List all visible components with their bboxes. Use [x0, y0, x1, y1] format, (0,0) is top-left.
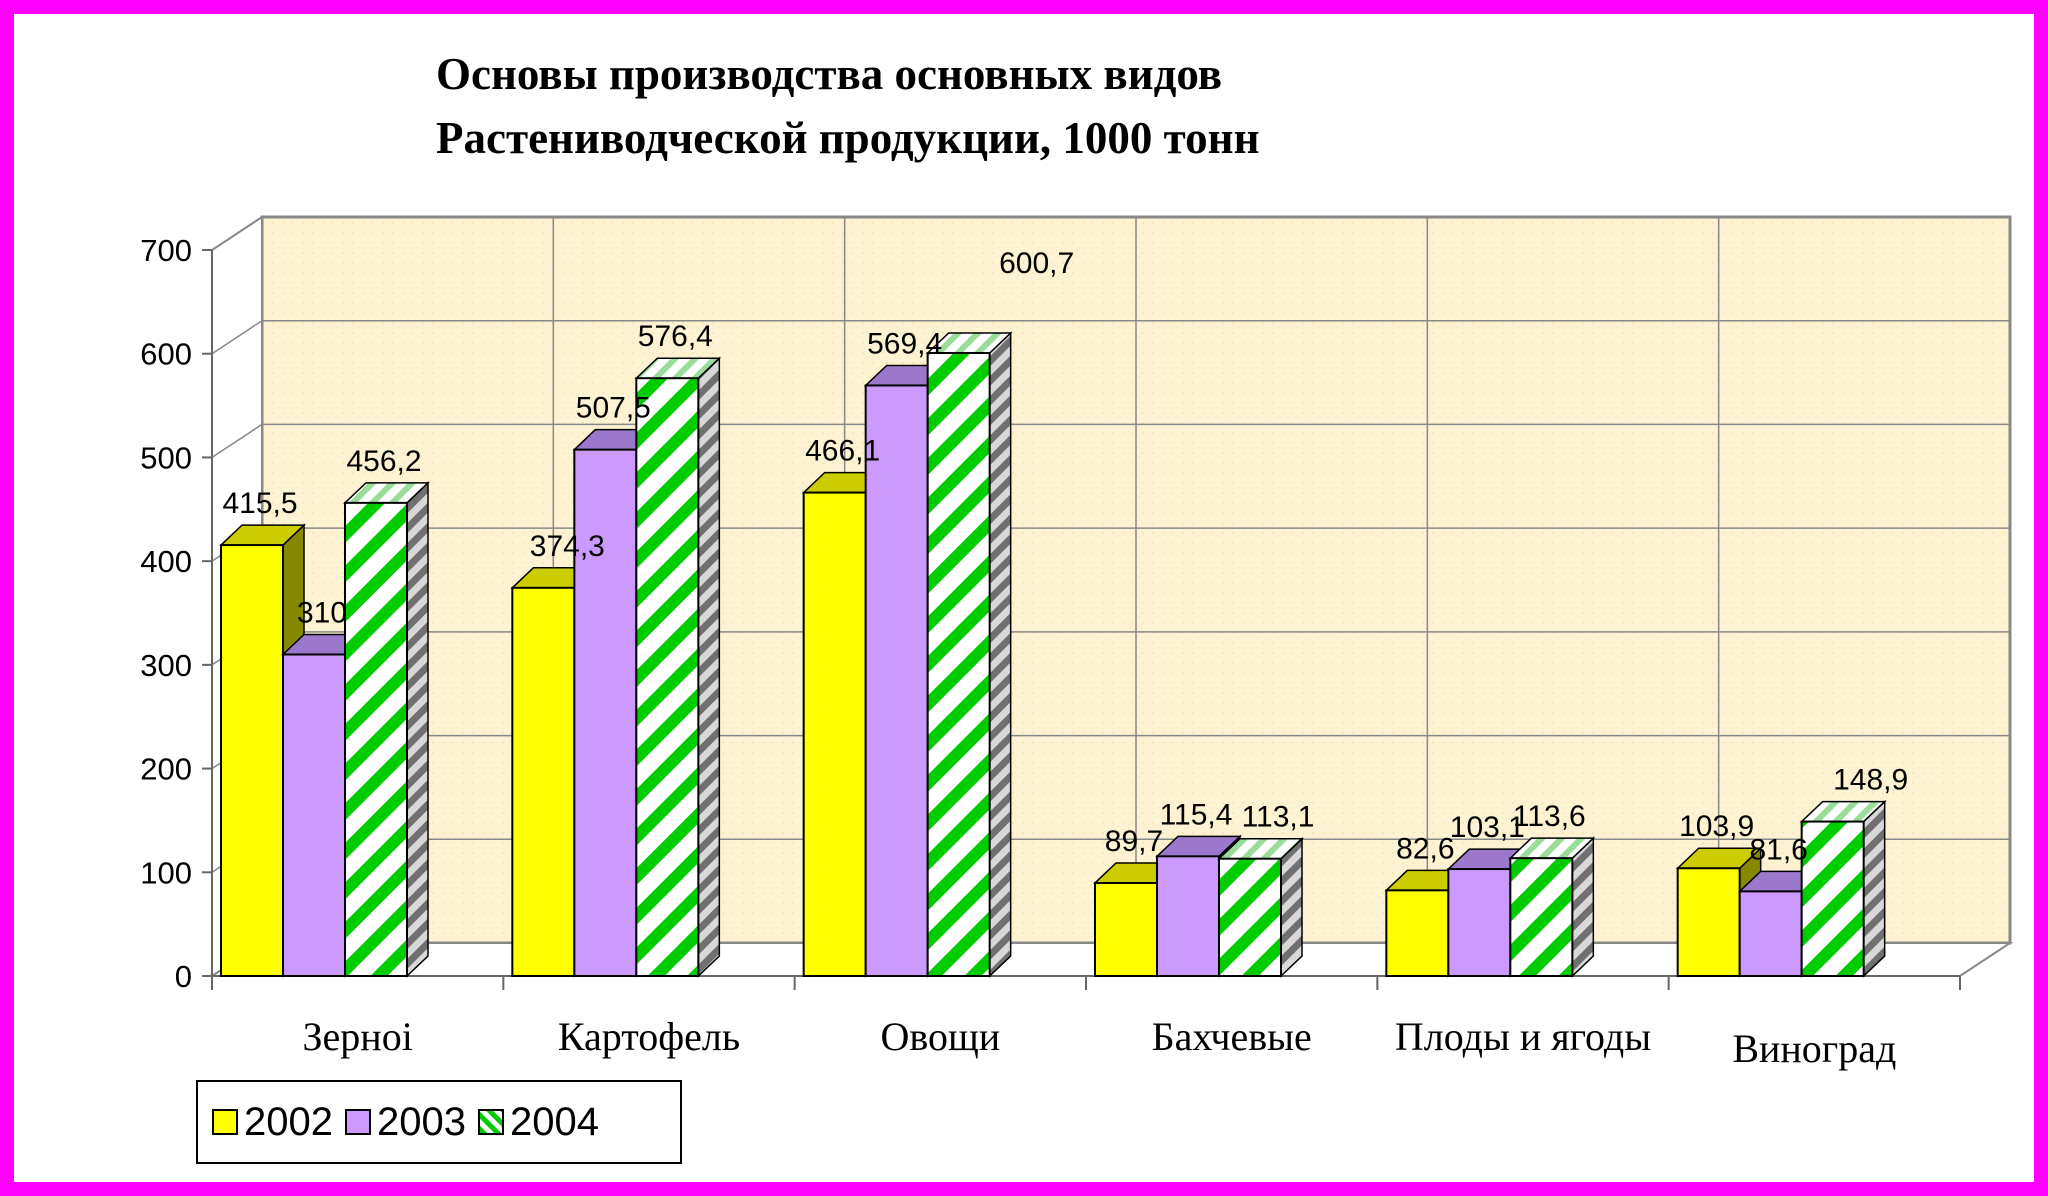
gridline-side [211, 320, 263, 355]
bar-side-2004 [1571, 836, 1595, 978]
data-label-2004: 113,1 [1242, 801, 1315, 834]
bar-2003 [573, 448, 638, 977]
bar-2002 [802, 491, 867, 977]
bar-side-2004 [697, 356, 721, 978]
bars [219, 331, 1887, 978]
bar-2003 [1447, 868, 1512, 977]
bar-2004 [635, 377, 700, 977]
data-label-2002: 374,3 [530, 530, 605, 563]
bar-side-2004 [406, 481, 429, 978]
bar-2004 [1218, 857, 1282, 978]
category-label: Зерноi [303, 1014, 413, 1059]
legend-label: 2002 [244, 1099, 333, 1144]
y-tick-label: 0 [175, 959, 192, 994]
y-tick-label: 100 [140, 855, 192, 890]
data-label-2003: 115,4 [1160, 798, 1233, 831]
data-label-2002: 103,9 [1679, 810, 1754, 843]
y-tick-label: 300 [140, 648, 192, 683]
bar-2004 [344, 501, 408, 977]
data-label-2002: 415,5 [222, 487, 297, 520]
legend-item-2003: 2003 [344, 1099, 466, 1145]
bar-side-2004 [1862, 799, 1886, 978]
category-label: Овощи [880, 1014, 1000, 1059]
gridline-side [211, 216, 263, 251]
bar-2003 [282, 653, 346, 977]
y-tick-label: 700 [140, 233, 192, 268]
bar-2002 [1094, 881, 1158, 977]
bar-2002 [511, 586, 576, 977]
data-label-2003: 103,1 [1450, 811, 1525, 844]
chart-title-line-1: Основы производства основных видов [436, 49, 1223, 99]
category-label: Картофель [558, 1014, 740, 1059]
legend-label: 2004 [509, 1099, 599, 1144]
data-label-2003: 569,4 [867, 327, 942, 360]
category-label: Бахчевые [1152, 1014, 1312, 1059]
data-label-2003: 310 [297, 596, 347, 629]
data-label-2003: 507,5 [576, 392, 651, 425]
bar-2004 [1509, 857, 1574, 977]
bar-2003 [1738, 890, 1803, 977]
y-tick-label: 400 [140, 544, 192, 579]
bar-2003 [864, 384, 929, 977]
gridline-side [211, 423, 263, 459]
data-label-2004: 148,9 [1833, 764, 1908, 797]
legend-swatch [477, 1109, 504, 1135]
data-label-2002: 82,6 [1396, 832, 1454, 865]
y-tick-label: 500 [140, 440, 192, 475]
axes: 0 100 200 300 400 500 600 700 Зерноi Картофель Ово… [140, 233, 1961, 1071]
data-label-2002: 89,7 [1105, 825, 1163, 858]
category-label: Виноград [1732, 1026, 1896, 1071]
legend-item-2002: 2002 [212, 1100, 333, 1145]
data-label-2002: 466,1 [805, 435, 880, 468]
data-label-2003: 81,6 [1749, 833, 1807, 866]
chart-title: Основы производства основных видов Расте… [436, 42, 1260, 170]
category-label: Плоды и ягоды [1395, 1014, 1651, 1059]
data-label-2004: 113,6 [1513, 800, 1586, 833]
data-label-2004: 600,7 [999, 247, 1074, 280]
legend: 2002 2003 2004 [196, 1080, 682, 1164]
bar-2004 [926, 351, 991, 977]
legend-label: 2003 [376, 1099, 466, 1144]
data-label-2004: 456,2 [346, 445, 421, 478]
data-labels: 415,5 374,3 466,1 89,7 82,6 103,9 310 507,5 569,… [222, 247, 1908, 866]
bar-2002 [220, 544, 284, 977]
legend-swatch [344, 1109, 371, 1135]
chart-title-line-2: Растениводческой продукции, 1000 тонн [436, 113, 1260, 163]
legend-item-2004: 2004 [477, 1099, 599, 1145]
legend-swatch [212, 1109, 238, 1135]
bar-2003 [1156, 855, 1220, 978]
y-tick-label: 200 [140, 752, 192, 787]
bar-2002 [1385, 889, 1450, 977]
y-tick-label: 600 [140, 337, 192, 372]
bar-side-2004 [1280, 836, 1303, 978]
bar-2004 [1800, 820, 1865, 978]
bar-side-2004 [988, 331, 1012, 978]
bar-2002 [1676, 867, 1741, 977]
data-label-2004: 576,4 [638, 320, 713, 353]
